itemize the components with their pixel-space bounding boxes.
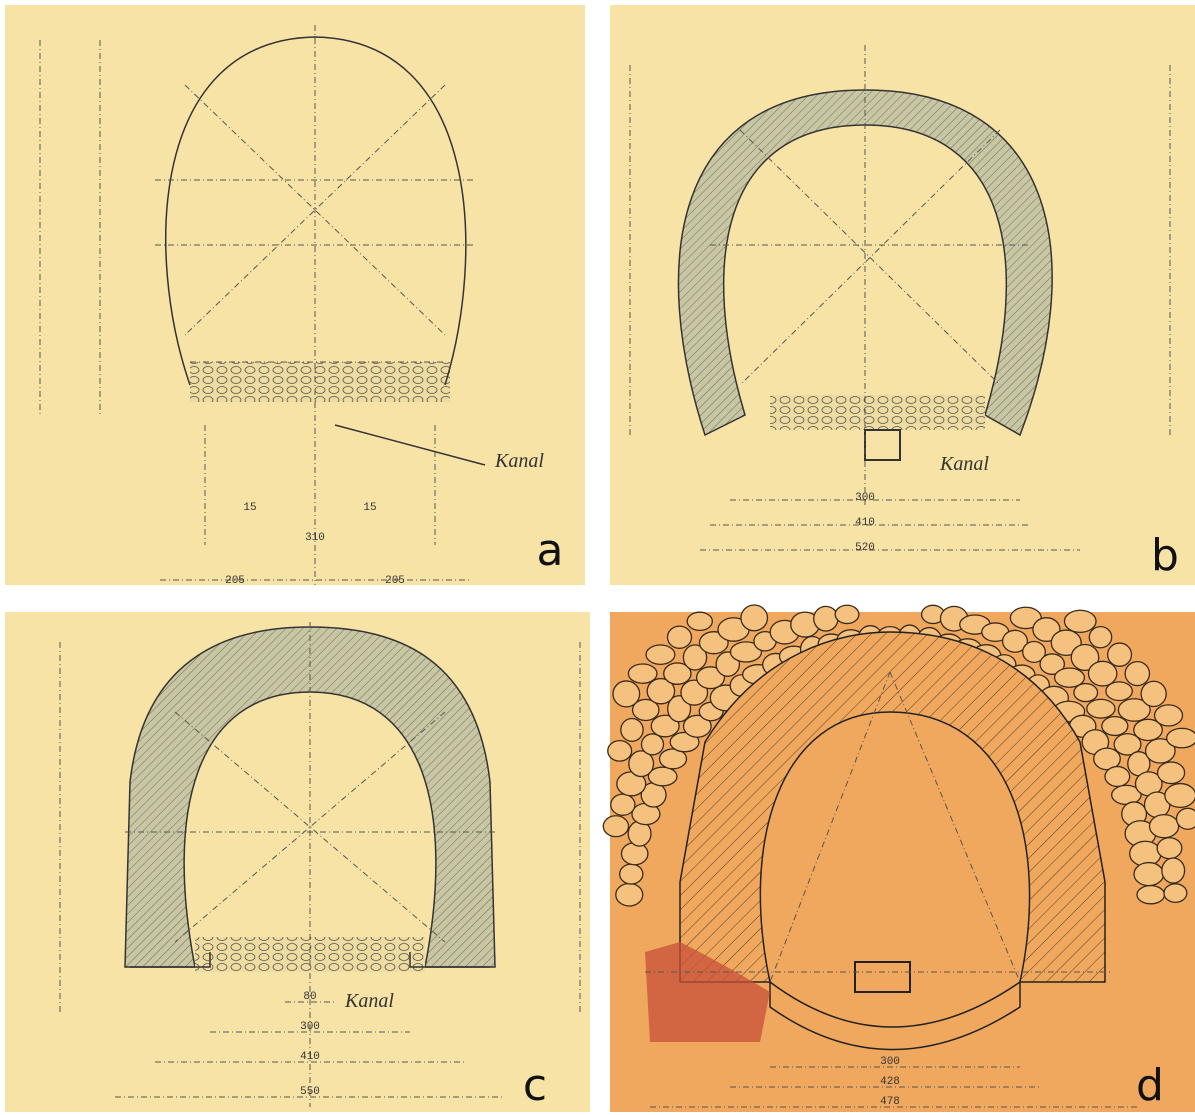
stone <box>646 645 675 664</box>
ballast <box>770 395 985 430</box>
panel-background <box>5 5 585 585</box>
stone <box>613 681 640 707</box>
stone <box>835 605 859 623</box>
annotation: Kanal <box>344 990 394 1012</box>
dimension-label: 205 <box>225 575 245 587</box>
dimension-label: 15 <box>243 502 256 514</box>
stone <box>1141 681 1166 706</box>
stone <box>1089 627 1111 648</box>
stone <box>603 816 628 837</box>
stone <box>608 741 632 761</box>
stone <box>1105 767 1130 787</box>
dimension-label: 310 <box>305 532 325 544</box>
dimension-label: 300 <box>300 1021 320 1033</box>
dimension-label: 300 <box>880 1056 900 1068</box>
panel-d: d 300 428 478 <box>603 605 1195 1112</box>
panel-a: a Kanal 15 15 310 205 205 <box>5 5 585 587</box>
stone <box>1157 838 1182 859</box>
stone <box>1177 808 1195 829</box>
dimension-label: 205 <box>385 575 405 587</box>
stone <box>1150 815 1179 838</box>
panel-b: b Kanal 300 410 520 <box>610 5 1195 585</box>
stone <box>628 664 657 683</box>
dimension-label: 410 <box>300 1051 320 1063</box>
ballast <box>190 362 450 402</box>
dimension-label: 520 <box>855 542 875 554</box>
stone <box>1162 858 1185 883</box>
stone <box>1137 886 1165 904</box>
stone <box>1164 884 1187 903</box>
stone <box>687 612 712 630</box>
panel-label: b <box>1151 530 1179 581</box>
panel-label: a <box>537 525 564 576</box>
stone <box>1088 661 1116 686</box>
stone <box>1167 728 1195 747</box>
stone <box>814 606 838 631</box>
annotation: Kanal <box>939 453 989 475</box>
stone <box>1064 610 1096 632</box>
stone <box>641 734 663 755</box>
stone <box>1102 717 1128 736</box>
annotation: Kanal <box>494 450 544 472</box>
ballast <box>195 937 425 972</box>
stone <box>616 883 643 905</box>
dimension-label: 550 <box>300 1086 320 1098</box>
stone <box>1106 682 1132 701</box>
dimension-label: 15 <box>363 502 376 514</box>
stone <box>1108 643 1132 666</box>
stone <box>1087 699 1115 718</box>
panel-label: d <box>1136 1060 1164 1111</box>
dimension-label: 478 <box>880 1096 900 1108</box>
stone <box>1155 705 1183 726</box>
figure: a Kanal 15 15 310 205 205 b Kanal 300 410 520 c Kan… <box>0 0 1195 1115</box>
stone <box>1158 762 1185 784</box>
stone <box>1074 684 1098 702</box>
stone <box>621 719 643 742</box>
panel-c: c Kanal 80 300 410 550 <box>5 612 590 1112</box>
stone <box>1165 784 1195 808</box>
stone <box>1125 662 1149 686</box>
stone <box>1134 863 1163 886</box>
stone <box>620 864 643 884</box>
dimension-label: 300 <box>855 492 875 504</box>
dimension-label: 428 <box>880 1076 900 1088</box>
panel-label: c <box>523 1060 547 1111</box>
stone <box>611 794 635 815</box>
dimension-label: 410 <box>855 517 875 529</box>
stone <box>741 605 768 631</box>
dimension-label: 80 <box>303 991 316 1003</box>
stone <box>621 843 647 865</box>
stone <box>668 626 692 648</box>
